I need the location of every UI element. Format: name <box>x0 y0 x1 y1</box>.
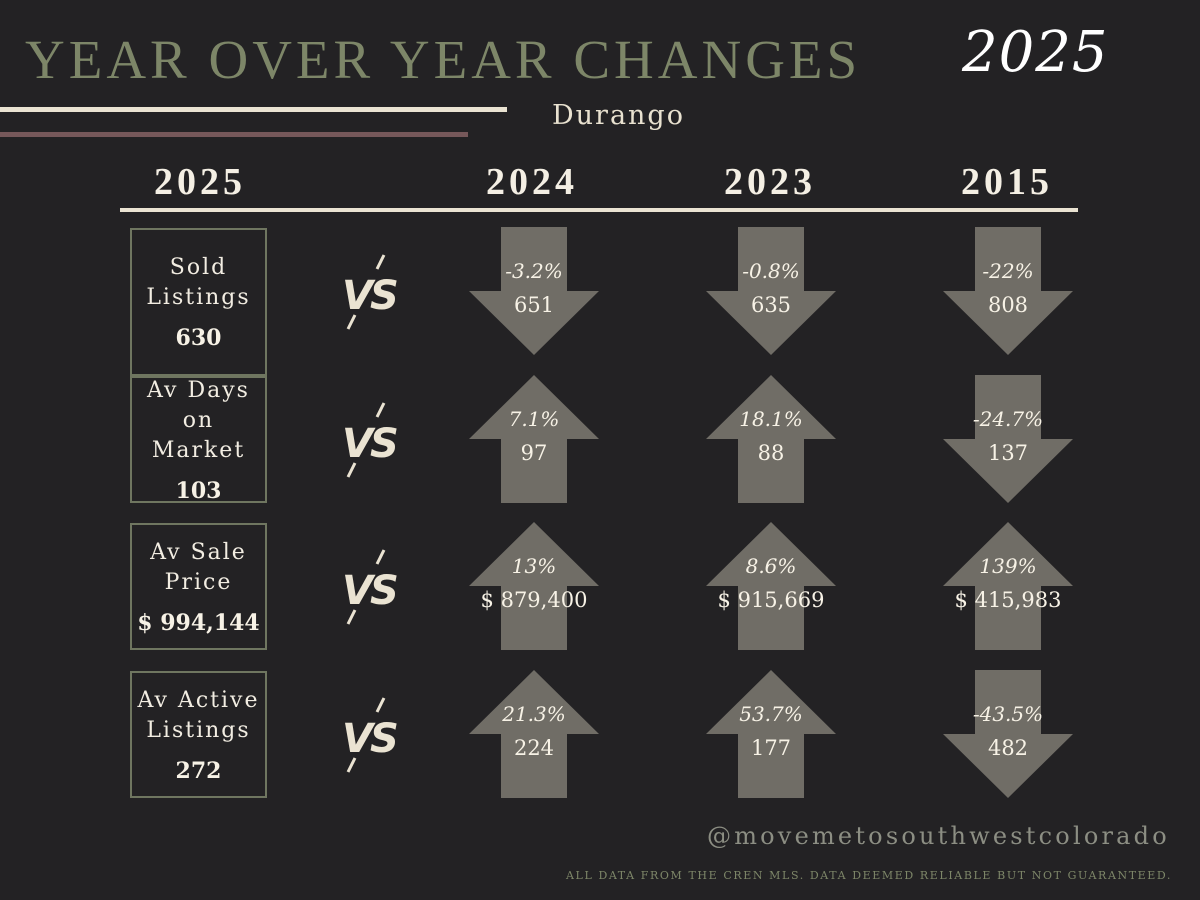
arrow-up-icon <box>706 522 836 650</box>
location-subtitle: Durango <box>552 100 685 131</box>
arrow-up-icon <box>943 522 1073 650</box>
metric-box-av-active-listings: Av Active Listings 272 <box>130 671 267 798</box>
arrow-up-icon <box>706 375 836 503</box>
percent-change: -0.8% <box>742 259 800 283</box>
metric-value-2025: 272 <box>175 757 222 784</box>
metric-box-av-sale-price: Av Sale Price $ 994,144 <box>130 523 267 650</box>
vs-icon: VS <box>338 251 400 331</box>
percent-change: 139% <box>979 554 1037 578</box>
change-arrow-down-2015: -22% 808 <box>943 227 1073 355</box>
comparison-value: $ 879,400 <box>480 588 588 612</box>
percent-change: -22% <box>982 259 1034 283</box>
arrow-down-icon <box>706 227 836 355</box>
vs-text: VS <box>342 716 397 762</box>
percent-change: 7.1% <box>508 407 560 431</box>
metric-label: Sold Listings <box>146 255 251 310</box>
arrow-down-icon <box>943 375 1073 503</box>
metric-box-sold-listings: Sold Listings 630 <box>130 228 267 376</box>
metric-value-2025: 630 <box>175 325 222 351</box>
comparison-value: 97 <box>520 441 548 465</box>
percent-change: -24.7% <box>972 407 1044 431</box>
vs-text: VS <box>342 421 397 467</box>
change-arrow-down-2024: -3.2% 651 <box>469 227 599 355</box>
comparison-value: 88 <box>757 441 785 465</box>
vs-icon: VS <box>338 694 400 774</box>
percent-change: 18.1% <box>739 407 803 431</box>
arrow-down-icon <box>469 227 599 355</box>
change-arrow-up-2024: 21.3% 224 <box>469 670 599 798</box>
metric-value-2025: $ 994,144 <box>137 609 260 636</box>
comparison-value: 808 <box>987 293 1029 317</box>
percent-change: -43.5% <box>972 702 1044 726</box>
change-arrow-up-2024: 13% $ 879,400 <box>469 522 599 650</box>
comparison-value: 635 <box>750 293 792 317</box>
metric-label: Av Active Listings <box>137 687 260 743</box>
change-arrow-up-2015: 139% $ 415,983 <box>943 522 1073 650</box>
column-header-2023: 2023 <box>724 161 816 203</box>
change-arrow-up-2023: 18.1% 88 <box>706 375 836 503</box>
vs-icon: VS <box>338 399 400 479</box>
vs-text: VS <box>342 568 397 614</box>
decorative-line-rose <box>0 132 468 137</box>
percent-change: 13% <box>511 554 557 578</box>
metric-label: Av Sale Price <box>150 539 247 595</box>
metric-box-av-days-on-market: Av Days on Market 103 <box>130 376 267 504</box>
change-arrow-up-2024: 7.1% 97 <box>469 375 599 503</box>
column-header-2024: 2024 <box>486 161 578 203</box>
change-arrow-down-2015: -43.5% 482 <box>943 670 1073 798</box>
arrow-down-icon <box>943 670 1073 798</box>
column-header-2015: 2015 <box>961 161 1053 203</box>
comparison-value: 177 <box>750 736 792 760</box>
percent-change: 53.7% <box>739 702 803 726</box>
percent-change: 8.6% <box>745 554 797 578</box>
vs-icon: VS <box>338 546 400 626</box>
comparison-value: $ 915,669 <box>717 588 825 612</box>
decorative-line-cream <box>0 107 507 112</box>
change-arrow-down-2015: -24.7% 137 <box>943 375 1073 503</box>
metric-label: Av Days on Market <box>147 377 250 463</box>
comparison-value: 224 <box>513 736 555 760</box>
metric-value-2025: 103 <box>175 477 222 504</box>
arrow-up-icon <box>469 375 599 503</box>
vs-text: VS <box>342 273 397 319</box>
comparison-value: $ 415,983 <box>954 588 1062 612</box>
change-arrow-down-2023: -0.8% 635 <box>706 227 836 355</box>
header-divider <box>120 208 1078 212</box>
social-handle: @movemetosouthwestcolorado <box>707 822 1170 850</box>
page-title: YEAR OVER YEAR CHANGES <box>25 29 862 90</box>
comparison-value: 651 <box>513 293 555 317</box>
arrow-down-icon <box>943 227 1073 355</box>
comparison-value: 482 <box>987 736 1029 760</box>
change-arrow-up-2023: 53.7% 177 <box>706 670 836 798</box>
change-arrow-up-2023: 8.6% $ 915,669 <box>706 522 836 650</box>
arrow-up-icon <box>706 670 836 798</box>
percent-change: -3.2% <box>505 259 563 283</box>
report-year: 2025 <box>962 20 1109 85</box>
arrow-up-icon <box>469 522 599 650</box>
arrow-up-icon <box>469 670 599 798</box>
column-header-2025: 2025 <box>154 161 246 203</box>
comparison-value: 137 <box>987 441 1029 465</box>
percent-change: 21.3% <box>502 702 566 726</box>
data-disclaimer: ALL DATA FROM THE CREN MLS. DATA DEEMED … <box>566 869 1173 882</box>
